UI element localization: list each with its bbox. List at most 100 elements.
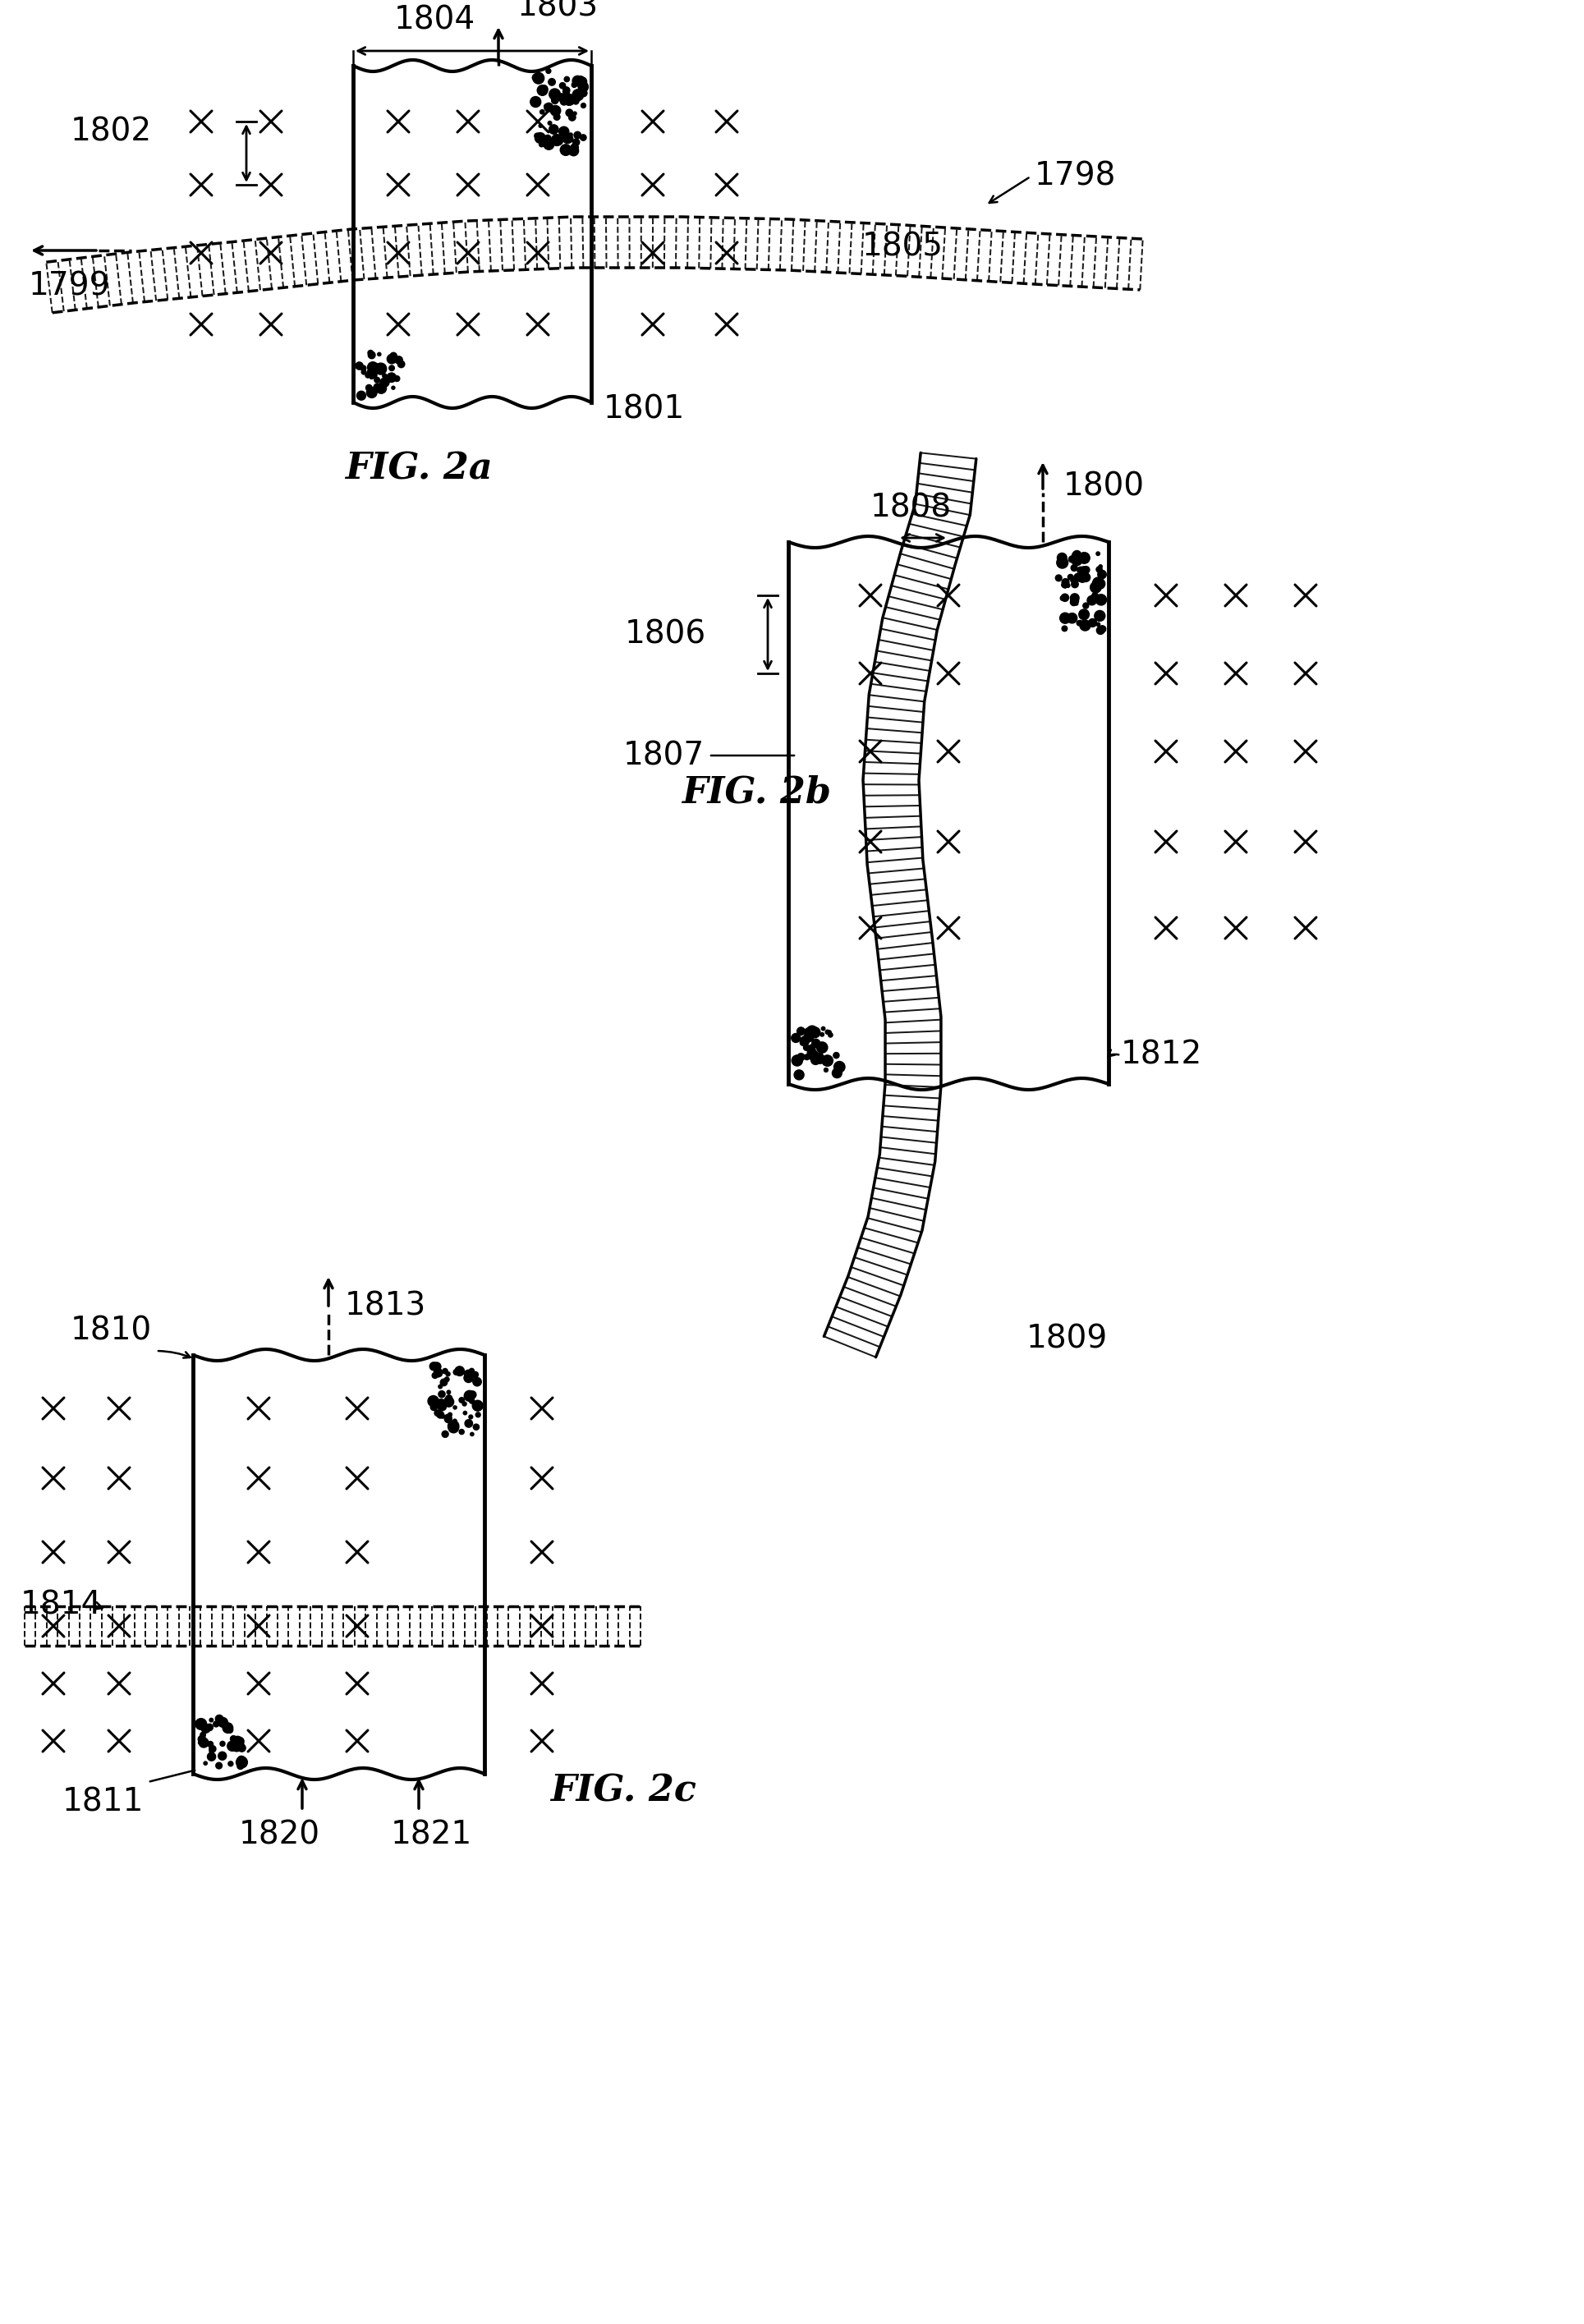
- Circle shape: [569, 146, 578, 156]
- Circle shape: [215, 1762, 222, 1769]
- Circle shape: [1082, 567, 1090, 574]
- Circle shape: [1071, 555, 1082, 565]
- Circle shape: [220, 1741, 225, 1745]
- Circle shape: [559, 125, 569, 137]
- Circle shape: [805, 1032, 814, 1041]
- Circle shape: [383, 381, 388, 383]
- Text: 1798: 1798: [1034, 160, 1117, 193]
- Circle shape: [474, 1404, 482, 1411]
- Circle shape: [434, 1369, 442, 1378]
- Circle shape: [1077, 567, 1083, 574]
- Circle shape: [1069, 555, 1076, 562]
- Circle shape: [824, 1069, 828, 1071]
- Circle shape: [556, 137, 562, 144]
- Circle shape: [558, 93, 564, 100]
- Circle shape: [238, 1743, 246, 1752]
- Circle shape: [1096, 567, 1102, 572]
- Circle shape: [554, 114, 561, 121]
- Circle shape: [532, 72, 545, 84]
- Circle shape: [437, 1411, 444, 1418]
- Circle shape: [569, 132, 572, 137]
- Circle shape: [442, 1432, 448, 1436]
- Circle shape: [451, 1422, 458, 1429]
- Circle shape: [539, 86, 545, 93]
- Circle shape: [550, 88, 561, 100]
- Circle shape: [546, 67, 551, 74]
- Circle shape: [448, 1420, 459, 1432]
- Circle shape: [564, 77, 569, 81]
- Circle shape: [223, 1722, 233, 1734]
- Circle shape: [227, 1727, 233, 1734]
- Circle shape: [385, 376, 390, 381]
- Circle shape: [800, 1037, 809, 1046]
- Circle shape: [432, 1373, 437, 1378]
- Circle shape: [570, 144, 578, 151]
- Circle shape: [195, 1720, 200, 1724]
- Circle shape: [236, 1757, 247, 1769]
- Circle shape: [440, 1378, 447, 1385]
- Circle shape: [374, 365, 383, 374]
- Circle shape: [809, 1050, 819, 1062]
- Circle shape: [391, 386, 394, 390]
- Circle shape: [472, 1401, 483, 1411]
- Circle shape: [380, 379, 390, 388]
- Circle shape: [559, 84, 565, 88]
- Circle shape: [832, 1069, 841, 1078]
- Circle shape: [195, 1717, 206, 1729]
- Circle shape: [448, 1413, 451, 1415]
- Circle shape: [453, 1406, 456, 1408]
- Circle shape: [464, 1390, 475, 1401]
- Circle shape: [814, 1043, 819, 1048]
- Circle shape: [562, 135, 572, 144]
- Circle shape: [550, 105, 561, 116]
- Circle shape: [209, 1717, 214, 1722]
- Circle shape: [578, 77, 586, 86]
- Circle shape: [469, 1392, 477, 1399]
- Circle shape: [377, 353, 380, 356]
- Circle shape: [1068, 614, 1077, 623]
- Text: 1820: 1820: [239, 1820, 320, 1850]
- Circle shape: [1093, 576, 1104, 588]
- Circle shape: [1074, 602, 1079, 604]
- Circle shape: [565, 135, 573, 142]
- Circle shape: [474, 1425, 480, 1429]
- Circle shape: [1096, 627, 1104, 634]
- Circle shape: [550, 125, 559, 135]
- Circle shape: [1055, 574, 1061, 581]
- Circle shape: [811, 1055, 821, 1064]
- Circle shape: [374, 383, 382, 390]
- Circle shape: [459, 1397, 464, 1404]
- Circle shape: [374, 376, 380, 383]
- Circle shape: [827, 1030, 832, 1034]
- Circle shape: [469, 1369, 474, 1373]
- Circle shape: [539, 142, 545, 146]
- Circle shape: [230, 1736, 236, 1743]
- Circle shape: [464, 1420, 472, 1427]
- Circle shape: [562, 88, 567, 93]
- Circle shape: [204, 1762, 208, 1764]
- Circle shape: [833, 1053, 840, 1057]
- Circle shape: [809, 1027, 821, 1039]
- Text: FIG. 2c: FIG. 2c: [550, 1773, 697, 1808]
- Circle shape: [367, 390, 372, 395]
- Circle shape: [394, 376, 399, 381]
- Circle shape: [1072, 551, 1082, 560]
- Circle shape: [822, 1055, 833, 1067]
- Circle shape: [581, 102, 586, 107]
- Text: 1821: 1821: [390, 1820, 472, 1850]
- Circle shape: [375, 363, 386, 374]
- Circle shape: [447, 1390, 450, 1394]
- Circle shape: [802, 1039, 808, 1046]
- Circle shape: [564, 93, 575, 105]
- Circle shape: [1079, 609, 1090, 621]
- Circle shape: [1057, 553, 1068, 562]
- Circle shape: [367, 351, 375, 358]
- Circle shape: [540, 109, 545, 114]
- Circle shape: [432, 1362, 440, 1371]
- Circle shape: [833, 1062, 844, 1071]
- Circle shape: [472, 1371, 478, 1378]
- Circle shape: [379, 367, 382, 372]
- Circle shape: [578, 81, 588, 93]
- Circle shape: [463, 1401, 467, 1406]
- Circle shape: [398, 360, 404, 367]
